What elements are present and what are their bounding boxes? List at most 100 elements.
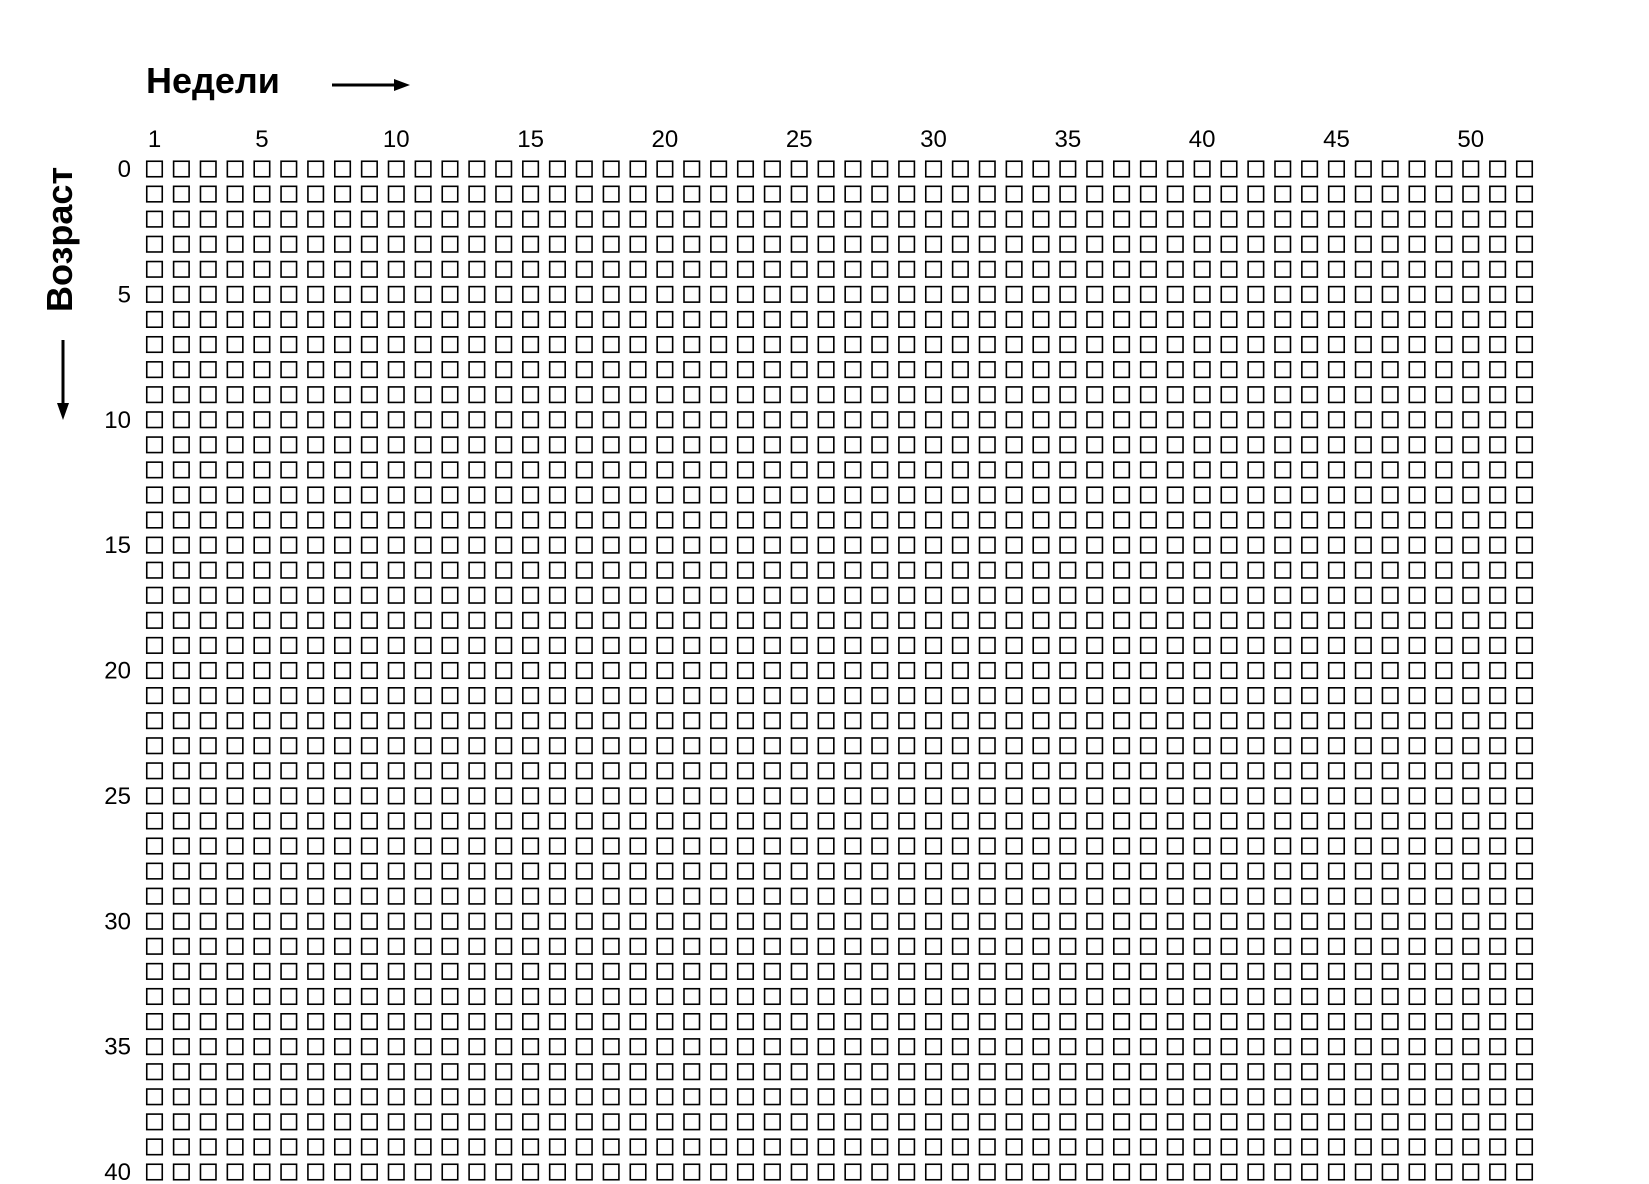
week-cell: [333, 737, 352, 755]
week-cell: [1166, 210, 1184, 228]
week-cell: [1381, 636, 1399, 654]
week-cell: [360, 1088, 378, 1106]
week-cell: [414, 1012, 432, 1031]
week-cell: [924, 837, 943, 855]
week-cell: [763, 160, 781, 178]
week-cell: [441, 636, 459, 654]
week-cell: [844, 712, 862, 730]
week-cell: [1139, 511, 1157, 529]
week-cell: [360, 787, 378, 805]
week-cell: [172, 611, 190, 629]
week-cell: [602, 1138, 620, 1156]
week-cell: [978, 762, 996, 780]
week-cell: [683, 862, 701, 880]
week-cell: [1086, 586, 1104, 604]
week-cell: [145, 461, 164, 479]
week-cell: [1220, 335, 1238, 354]
week-cell: [817, 787, 835, 805]
week-cell: [333, 1088, 352, 1106]
week-cell: [522, 1012, 540, 1031]
week-cell: [1381, 210, 1399, 228]
week-cell: [1435, 586, 1453, 604]
week-cell: [360, 912, 378, 930]
week-cell: [1086, 260, 1104, 278]
week-cell: [1274, 235, 1292, 253]
week-cell: [253, 561, 271, 579]
week-cell: [951, 611, 969, 629]
week-cell: [710, 1063, 728, 1081]
week-cell: [522, 561, 540, 579]
week-cell: [172, 210, 190, 228]
week-cell: [1166, 636, 1184, 654]
week-cell: [629, 661, 647, 680]
week-cell: [468, 812, 486, 830]
week-cell: [468, 987, 486, 1006]
week-cell: [1032, 1012, 1050, 1031]
week-cell: [736, 636, 755, 654]
week-cell: [1220, 160, 1238, 178]
week-cell: [871, 1038, 889, 1056]
week-cell: [387, 310, 405, 329]
week-cell: [1032, 862, 1050, 880]
week-cell: [656, 335, 674, 354]
week-cell: [656, 712, 674, 730]
week-cell: [414, 837, 432, 855]
y-tick-label: 5: [118, 281, 131, 308]
week-cell: [1462, 661, 1480, 680]
week-cell: [1301, 411, 1319, 429]
week-cell: [763, 611, 781, 629]
week-cell: [602, 260, 620, 278]
week-cell: [656, 987, 674, 1006]
week-cell: [1005, 1088, 1023, 1106]
week-cell: [172, 762, 190, 780]
week-cell: [871, 1063, 889, 1081]
week-cell: [1489, 1138, 1507, 1156]
week-cell: [522, 1088, 540, 1106]
week-cell: [468, 536, 486, 554]
week-cell: [602, 611, 620, 629]
x-tick-label: 1: [148, 126, 161, 153]
week-cell: [280, 1163, 298, 1181]
week-cell: [548, 486, 566, 504]
week-cell: [1059, 762, 1077, 780]
week-cell: [199, 636, 217, 654]
week-cell: [575, 185, 593, 203]
week-cell: [1086, 687, 1104, 705]
week-cell: [1220, 987, 1238, 1006]
y-tick-label: 40: [104, 1159, 131, 1184]
week-cell: [1515, 160, 1534, 178]
week-cell: [898, 361, 916, 379]
week-cell: [1274, 812, 1292, 830]
week-cell: [1462, 712, 1480, 730]
week-cell: [1005, 1012, 1023, 1031]
week-cell: [1113, 461, 1131, 479]
week-cell: [656, 586, 674, 604]
week-cell: [280, 1138, 298, 1156]
week-cell: [199, 1012, 217, 1031]
week-cell: [441, 812, 459, 830]
week-cell: [307, 837, 325, 855]
week-cell: [1193, 160, 1211, 178]
week-cell: [333, 235, 352, 253]
week-cell: [522, 762, 540, 780]
week-cell: [1489, 486, 1507, 504]
week-cell: [1113, 912, 1131, 930]
week-cell: [307, 787, 325, 805]
week-cell: [1274, 361, 1292, 379]
week-cell: [1059, 561, 1077, 579]
week-cell: [1220, 636, 1238, 654]
week-cell: [199, 837, 217, 855]
week-cell: [871, 461, 889, 479]
week-cell: [199, 862, 217, 880]
week-cell: [1327, 887, 1346, 905]
week-cell: [1113, 712, 1131, 730]
week-cell: [683, 837, 701, 855]
week-cell: [495, 185, 513, 203]
week-cell: [790, 737, 808, 755]
week-cell: [253, 1163, 271, 1181]
week-cell: [172, 912, 190, 930]
week-cell: [253, 335, 271, 354]
week-cell: [360, 1063, 378, 1081]
week-cell: [1489, 887, 1507, 905]
week-cell: [683, 310, 701, 329]
